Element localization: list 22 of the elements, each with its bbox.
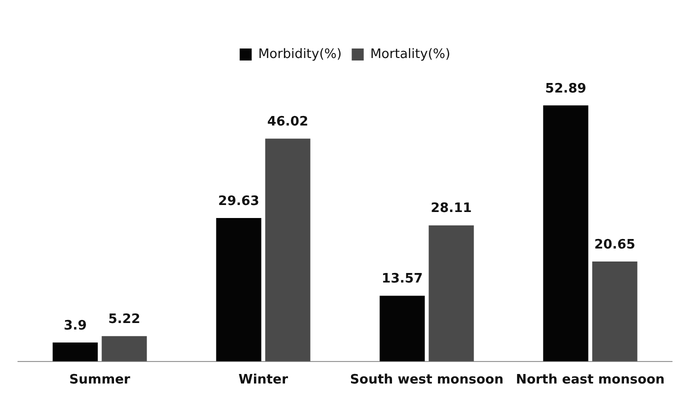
bar [216,218,262,362]
legend-label: Morbidity(%) [258,46,342,62]
x-tick-label: North east monsoon [516,372,665,388]
data-label: 52.89 [545,81,586,96]
data-label: 5.22 [108,312,140,328]
bar [428,225,474,362]
bar [592,261,638,362]
bar [380,296,425,362]
x-tick-label: Winter [238,372,289,388]
bar [52,342,98,362]
bar [543,105,588,362]
legend-label: Mortality(%) [370,46,450,62]
data-label: 28.11 [430,201,472,216]
data-label: 20.65 [594,237,636,252]
data-label: 46.02 [267,114,308,130]
data-label: 3.9 [64,318,87,334]
x-tick-label: Summer [69,372,131,388]
data-label: 29.63 [218,194,260,209]
x-tick-label: South west monsoon [350,372,504,388]
data-label: 13.57 [382,272,423,287]
bar [265,138,310,362]
bar [102,336,147,362]
